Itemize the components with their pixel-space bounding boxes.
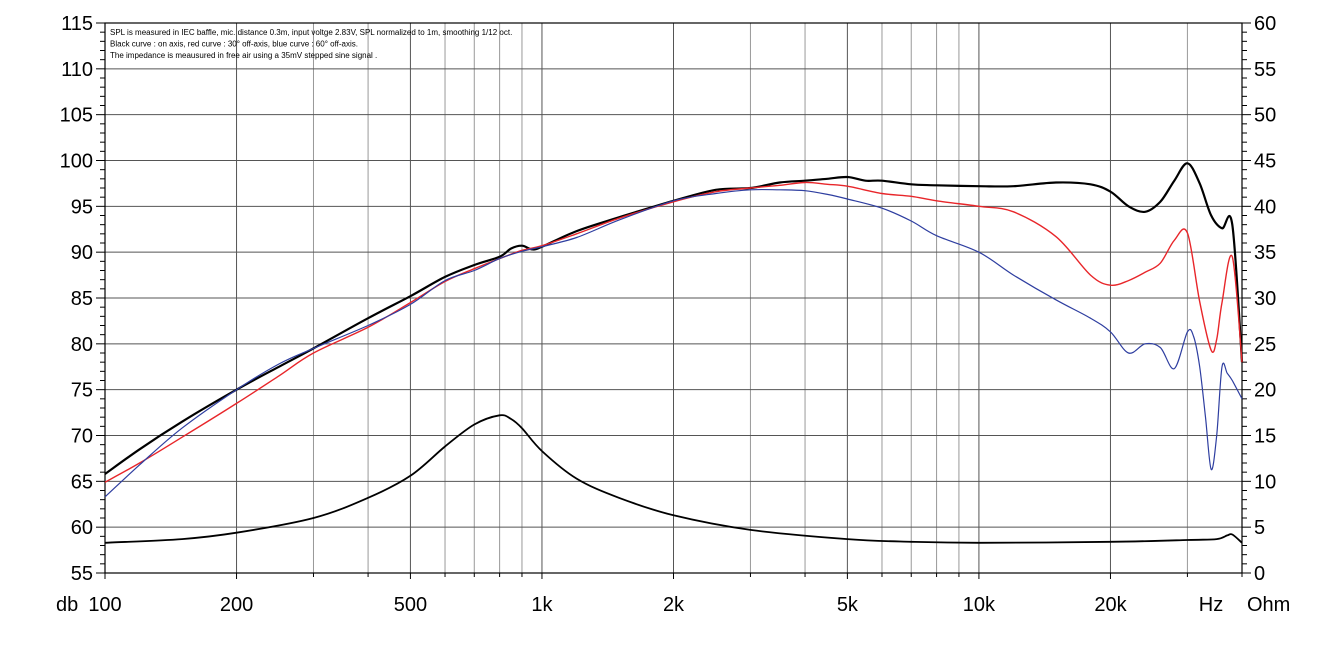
right-axis-label: 50: [1254, 105, 1276, 127]
left-axis-label: 95: [71, 196, 93, 218]
right-axis-label: 15: [1254, 426, 1276, 448]
x-axis-label: 500: [394, 594, 427, 616]
left-axis-label: 110: [61, 59, 93, 81]
spl-curve-1: [104, 181, 1243, 483]
chart-notes: SPL is measured in IEC baffle, mic. dist…: [110, 28, 512, 60]
left-axis-label: 75: [71, 380, 93, 402]
spl-curve-2: [104, 188, 1243, 498]
x-unit-label: Hz: [1199, 594, 1223, 616]
left-axis-label: 65: [71, 471, 93, 493]
axis-tick-marks: [96, 22, 1251, 579]
left-axis-label: 60: [71, 517, 93, 539]
right-axis-label: 40: [1254, 196, 1276, 218]
chart-grid: [105, 23, 1242, 573]
x-axis-label: 100: [88, 594, 121, 616]
left-unit-label: db: [56, 594, 78, 616]
left-axis-label: 80: [71, 334, 93, 356]
x-axis-label: 1k: [531, 594, 553, 616]
right-axis-label: 35: [1254, 242, 1276, 264]
measurement-note: Black curve : on axis, red curve : 30° o…: [110, 40, 358, 49]
measurement-note: SPL is measured in IEC baffle, mic. dist…: [110, 28, 512, 37]
right-axis-label: 10: [1254, 471, 1276, 493]
right-axis-label: 0: [1254, 563, 1265, 585]
right-axis-label: 20: [1254, 380, 1276, 402]
x-axis-label: 5k: [837, 594, 859, 616]
x-axis-label: 10k: [963, 594, 996, 616]
left-axis-label: 55: [71, 563, 93, 585]
impedance-curve: [104, 414, 1243, 544]
left-axis-label: 85: [71, 288, 93, 310]
left-axis-label: 90: [71, 242, 93, 264]
right-axis-label: 60: [1254, 13, 1276, 35]
chart-curves: [104, 162, 1244, 544]
left-axis-label: 100: [60, 151, 93, 173]
left-axis-label: 105: [60, 105, 93, 127]
measurement-note: The impedance is meausured in free air u…: [110, 51, 377, 60]
right-axis-label: 5: [1254, 517, 1265, 539]
left-axis-label: 70: [71, 426, 93, 448]
x-axis-label: 200: [220, 594, 253, 616]
x-axis-label: 2k: [663, 594, 685, 616]
right-axis-label: 25: [1254, 334, 1276, 356]
right-unit-label: Ohm: [1247, 594, 1290, 616]
x-axis-label: 20k: [1094, 594, 1127, 616]
left-axis-label: 115: [61, 13, 93, 35]
right-axis-label: 45: [1254, 151, 1276, 173]
right-axis-label: 55: [1254, 59, 1276, 81]
spl-curve-0: [104, 162, 1244, 475]
tick-labels: 55 60 65 70 75 80 85 90 95 100 105 110 115 0 5 10 15 20 25…: [56, 13, 1290, 616]
right-axis-label: 30: [1254, 288, 1276, 310]
